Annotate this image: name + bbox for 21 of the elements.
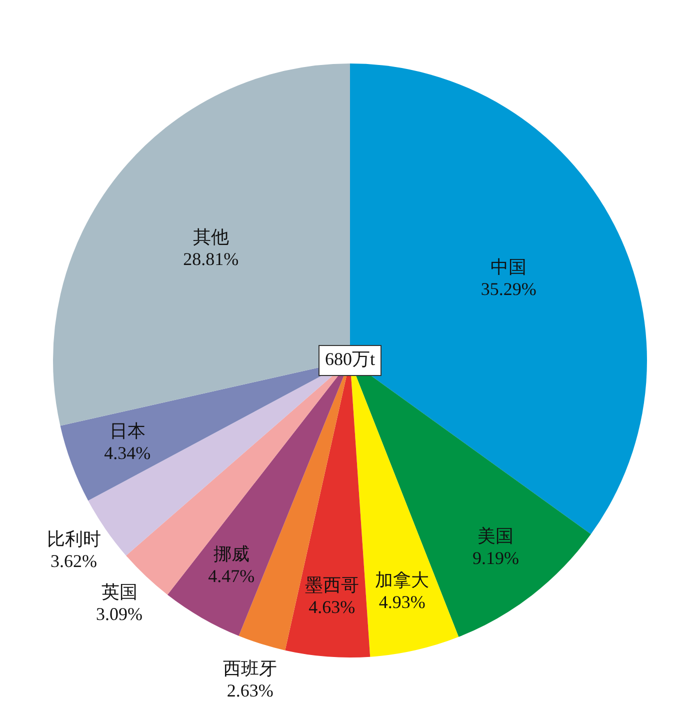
slice-label: 美国 xyxy=(478,526,514,546)
slice-label: 中国 xyxy=(490,257,527,278)
data-label: 4.93% xyxy=(378,592,426,612)
slice-label: 加拿大 xyxy=(375,570,430,590)
data-label: 4.34% xyxy=(104,443,151,464)
slice-label: 比利时 xyxy=(46,528,101,549)
slice-label: 其他 xyxy=(192,226,229,247)
slice-label: 英国 xyxy=(101,582,138,602)
data-label: 35.29% xyxy=(480,279,536,300)
data-label: 3.62% xyxy=(50,550,98,571)
text: 680万t xyxy=(324,349,376,370)
slice-label: 墨西哥 xyxy=(304,575,359,596)
data-label: 3.09% xyxy=(96,604,143,624)
data-label: 9.19% xyxy=(472,548,519,568)
data-label: 4.47% xyxy=(208,566,255,586)
slice-label: 西班牙 xyxy=(223,658,278,679)
data-label: 2.63% xyxy=(226,680,274,701)
data-label: 4.63% xyxy=(308,597,356,618)
slice-label: 挪威 xyxy=(213,544,250,564)
slice-label: 日本 xyxy=(109,421,146,442)
data-label: 28.81% xyxy=(183,248,239,269)
